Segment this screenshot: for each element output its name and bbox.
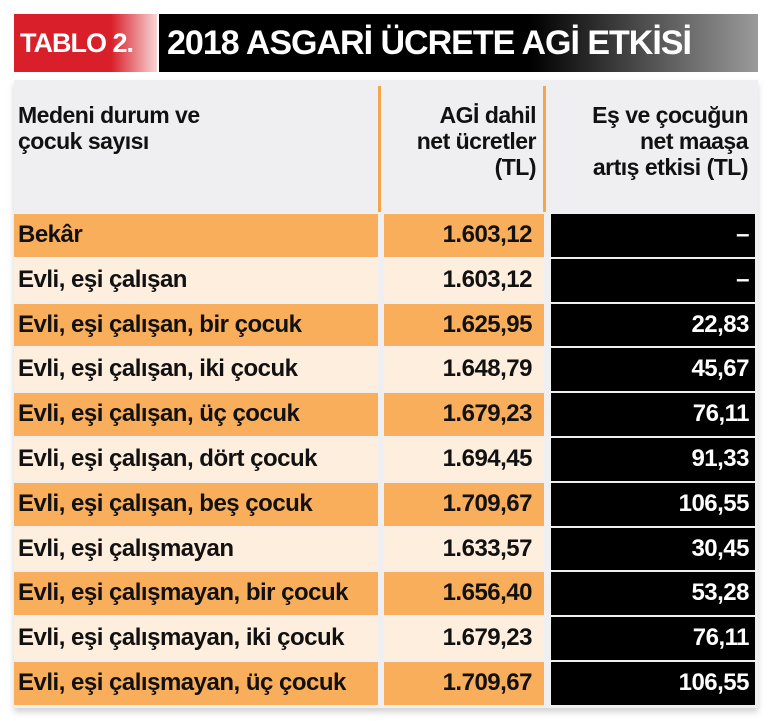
row-net-wage: 1.679,23 <box>384 617 544 660</box>
header-text: (TL) <box>494 154 537 180</box>
header-marital-status: Medeni durum ve çocuk sayısı <box>14 80 378 212</box>
row-label: Evli, eşi çalışmayan <box>14 527 378 571</box>
row-label: Evli, eşi çalışmayan, iki çocuk <box>14 617 378 660</box>
header-text: artış etkisi (TL) <box>592 154 749 180</box>
header-text: çocuk sayısı <box>18 128 149 154</box>
row-net-wage: 1.709,67 <box>384 661 544 705</box>
row-effect: – <box>551 214 755 257</box>
title-bar: TABLO 2. 2018 ASGARİ ÜCRETE AGİ ETKİSİ <box>14 14 758 72</box>
column-divider <box>543 86 546 212</box>
table-row: Evli, eşi çalışmayan 1.633,57 30,45 <box>14 527 758 571</box>
row-net-wage: 1.656,40 <box>384 572 544 616</box>
row-effect: 106,55 <box>551 661 755 705</box>
table-row: Evli, eşi çalışmayan, iki çocuk 1.679,23… <box>14 617 758 660</box>
row-net-wage: 1.603,12 <box>384 258 544 302</box>
row-label: Evli, eşi çalışan, bir çocuk <box>14 303 378 347</box>
row-effect: 53,28 <box>551 572 755 616</box>
row-effect: 76,11 <box>551 617 755 660</box>
row-label: Evli, eşi çalışan, iki çocuk <box>14 348 378 392</box>
table-row: Evli, eşi çalışan, üç çocuk 1.679,23 76,… <box>14 393 758 436</box>
table-row: Evli, eşi çalışan 1.603,12 – <box>14 258 758 302</box>
table-row: Bekâr 1.603,12 – <box>14 214 758 257</box>
row-net-wage: 1.603,12 <box>384 214 544 257</box>
row-net-wage: 1.694,45 <box>384 437 544 481</box>
row-label: Evli, eşi çalışmayan, üç çocuk <box>14 661 378 705</box>
table-number-badge: TABLO 2. <box>14 14 157 72</box>
table-row: Evli, eşi çalışan, bir çocuk 1.625,95 22… <box>14 303 758 347</box>
row-net-wage: 1.709,67 <box>384 482 544 526</box>
table-header: Medeni durum ve çocuk sayısı AGİ dahil n… <box>14 80 758 212</box>
header-text: AGİ dahil <box>439 102 537 128</box>
table-title: 2018 ASGARİ ÜCRETE AGİ ETKİSİ <box>159 14 758 72</box>
header-text: net ücretler <box>416 128 537 154</box>
row-label: Evli, eşi çalışan, dört çocuk <box>14 437 378 481</box>
row-net-wage: 1.633,57 <box>384 527 544 571</box>
row-effect: 106,55 <box>551 482 755 526</box>
header-text: Eş ve çocuğun <box>592 102 748 128</box>
row-label: Evli, eşi çalışmayan, bir çocuk <box>14 572 378 616</box>
row-effect: 22,83 <box>551 303 755 347</box>
table-body: Bekâr 1.603,12 – Evli, eşi çalışan 1.603… <box>14 214 758 707</box>
table-row: Evli, eşi çalışmayan, bir çocuk 1.656,40… <box>14 572 758 616</box>
row-effect: 76,11 <box>551 393 755 436</box>
row-effect: 45,67 <box>551 348 755 392</box>
table-row: Evli, eşi çalışan, iki çocuk 1.648,79 45… <box>14 348 758 392</box>
table-row: Evli, eşi çalışan, beş çocuk 1.709,67 10… <box>14 482 758 526</box>
row-effect: 91,33 <box>551 437 755 481</box>
column-divider <box>378 86 381 212</box>
row-effect: 30,45 <box>551 527 755 571</box>
table-row: Evli, eşi çalışan, dört çocuk 1.694,45 9… <box>14 437 758 481</box>
row-label: Evli, eşi çalışan, üç çocuk <box>14 393 378 436</box>
row-net-wage: 1.648,79 <box>384 348 544 392</box>
row-label: Evli, eşi çalışan, beş çocuk <box>14 482 378 526</box>
row-net-wage: 1.625,95 <box>384 303 544 347</box>
header-text: net maaşa <box>639 128 749 154</box>
row-label: Evli, eşi çalışan <box>14 258 378 302</box>
data-table: Medeni durum ve çocuk sayısı AGİ dahil n… <box>14 80 758 708</box>
header-text: Medeni durum ve <box>18 102 200 128</box>
row-effect: – <box>551 258 755 302</box>
row-net-wage: 1.679,23 <box>384 393 544 436</box>
header-increase-effect: Eş ve çocuğun net maaşa artış etkisi (TL… <box>546 80 758 212</box>
table-row: Evli, eşi çalışmayan, üç çocuk 1.709,67 … <box>14 661 758 705</box>
row-label: Bekâr <box>14 214 378 257</box>
header-net-wage: AGİ dahil net ücretler (TL) <box>378 80 546 212</box>
